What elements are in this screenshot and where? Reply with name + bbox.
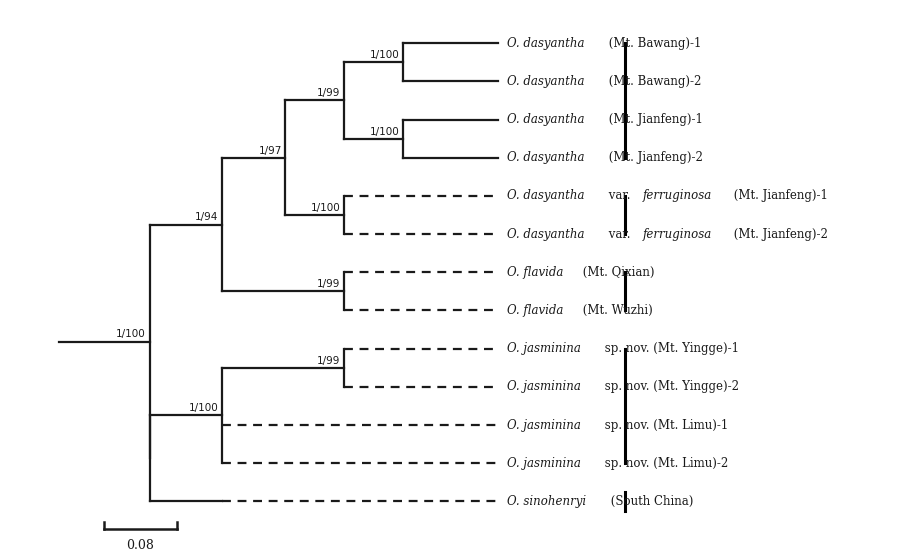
Text: ferruginosa: ferruginosa — [642, 189, 711, 202]
Text: var.: var. — [605, 189, 635, 202]
Text: O. flavida: O. flavida — [507, 266, 564, 279]
Text: O. dasyantha: O. dasyantha — [507, 75, 585, 88]
Text: O. jasminina: O. jasminina — [507, 456, 581, 470]
Text: O. dasyantha: O. dasyantha — [507, 113, 585, 126]
Text: (Mt. Wuzhi): (Mt. Wuzhi) — [578, 304, 652, 317]
Text: 0.08: 0.08 — [127, 539, 154, 550]
Text: (Mt. Bawang)-1: (Mt. Bawang)-1 — [605, 37, 701, 50]
Text: 1/99: 1/99 — [317, 279, 341, 289]
Text: O. dasyantha: O. dasyantha — [507, 228, 585, 241]
Text: (Mt. Jianfeng)-2: (Mt. Jianfeng)-2 — [730, 228, 828, 241]
Text: 1/100: 1/100 — [370, 126, 399, 136]
Text: 1/97: 1/97 — [259, 146, 282, 156]
Text: 1/100: 1/100 — [370, 50, 399, 60]
Text: 1/94: 1/94 — [195, 212, 218, 222]
Text: 1/100: 1/100 — [116, 329, 146, 339]
Text: (Mt. Bawang)-2: (Mt. Bawang)-2 — [605, 75, 701, 88]
Text: sp. nov. (Mt. Limu)-1: sp. nov. (Mt. Limu)-1 — [601, 419, 728, 432]
Text: (Mt. Qixian): (Mt. Qixian) — [578, 266, 654, 279]
Text: 1/100: 1/100 — [310, 203, 341, 213]
Text: sp. nov. (Mt. Yingge)-2: sp. nov. (Mt. Yingge)-2 — [601, 381, 738, 393]
Text: O. dasyantha: O. dasyantha — [507, 37, 585, 50]
Text: 1/99: 1/99 — [317, 89, 341, 98]
Text: O. flavida: O. flavida — [507, 304, 564, 317]
Text: O. dasyantha: O. dasyantha — [507, 151, 585, 164]
Text: O. jasminina: O. jasminina — [507, 342, 581, 355]
Text: sp. nov. (Mt. Yingge)-1: sp. nov. (Mt. Yingge)-1 — [601, 342, 738, 355]
Text: 1/100: 1/100 — [188, 403, 218, 413]
Text: var.: var. — [605, 228, 635, 241]
Text: sp. nov. (Mt. Limu)-2: sp. nov. (Mt. Limu)-2 — [601, 456, 728, 470]
Text: O. sinohenryi: O. sinohenryi — [507, 495, 587, 508]
Text: (Mt. Jianfeng)-1: (Mt. Jianfeng)-1 — [730, 189, 828, 202]
Text: O. dasyantha: O. dasyantha — [507, 189, 585, 202]
Text: O. jasminina: O. jasminina — [507, 419, 581, 432]
Text: (Mt. Jianfeng)-1: (Mt. Jianfeng)-1 — [605, 113, 703, 126]
Text: 1/99: 1/99 — [317, 356, 341, 366]
Text: (South China): (South China) — [607, 495, 694, 508]
Text: (Mt. Jianfeng)-2: (Mt. Jianfeng)-2 — [605, 151, 703, 164]
Text: O. jasminina: O. jasminina — [507, 381, 581, 393]
Text: ferruginosa: ferruginosa — [642, 228, 711, 241]
